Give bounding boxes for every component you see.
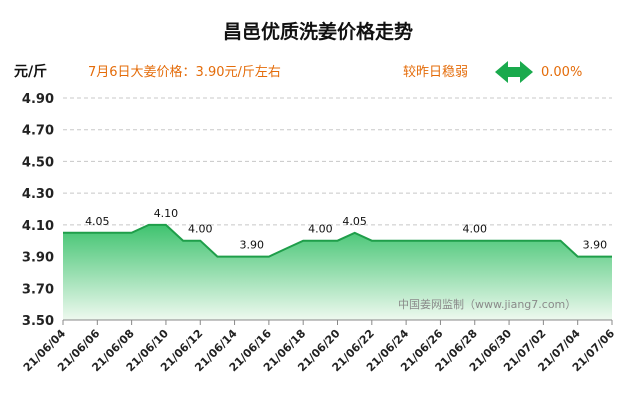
y-tick-label: 3.50 <box>22 314 54 329</box>
data-label: 4.00 <box>463 223 488 236</box>
y-tick-label: 3.70 <box>22 282 54 297</box>
y-tick-label: 3.90 <box>22 251 54 266</box>
y-tick-label: 4.90 <box>22 92 54 107</box>
data-label: 4.00 <box>308 223 333 236</box>
data-label: 4.05 <box>342 215 367 228</box>
trend-label: 较昨日稳弱 <box>403 64 468 80</box>
y-tick-label: 4.10 <box>22 219 54 234</box>
data-label: 4.00 <box>188 223 213 236</box>
price-area <box>63 224 612 320</box>
data-label: 4.05 <box>85 215 110 228</box>
double-arrow-icon <box>495 61 533 83</box>
headline-price-text: 7月6日大姜价格：3.90元/斤左右 <box>88 64 281 80</box>
price-line <box>63 223 612 258</box>
y-tick-label: 4.30 <box>22 187 54 202</box>
y-axis-unit-label: 元/斤 <box>14 63 47 80</box>
data-label: 3.90 <box>239 239 264 252</box>
y-axis-ticks: 3.50 3.70 3.90 4.10 4.30 4.50 4.70 4.90 <box>22 92 54 329</box>
data-labels: 4.05 4.10 4.00 3.90 4.00 4.05 4.00 3.90 <box>85 207 607 252</box>
y-tick-label: 4.50 <box>22 155 54 170</box>
watermark: 中国姜网监制（www.jiang7.com） <box>398 297 576 311</box>
y-tick-label: 4.70 <box>22 124 54 139</box>
change-percent: 0.00% <box>541 65 582 80</box>
chart-title: 昌邑优质洗姜价格走势 <box>223 20 413 43</box>
x-axis-ticks: 21/06/0421/06/0621/06/0821/06/1021/06/12… <box>21 320 617 374</box>
data-label: 3.90 <box>583 239 608 252</box>
data-label: 4.10 <box>154 207 179 220</box>
